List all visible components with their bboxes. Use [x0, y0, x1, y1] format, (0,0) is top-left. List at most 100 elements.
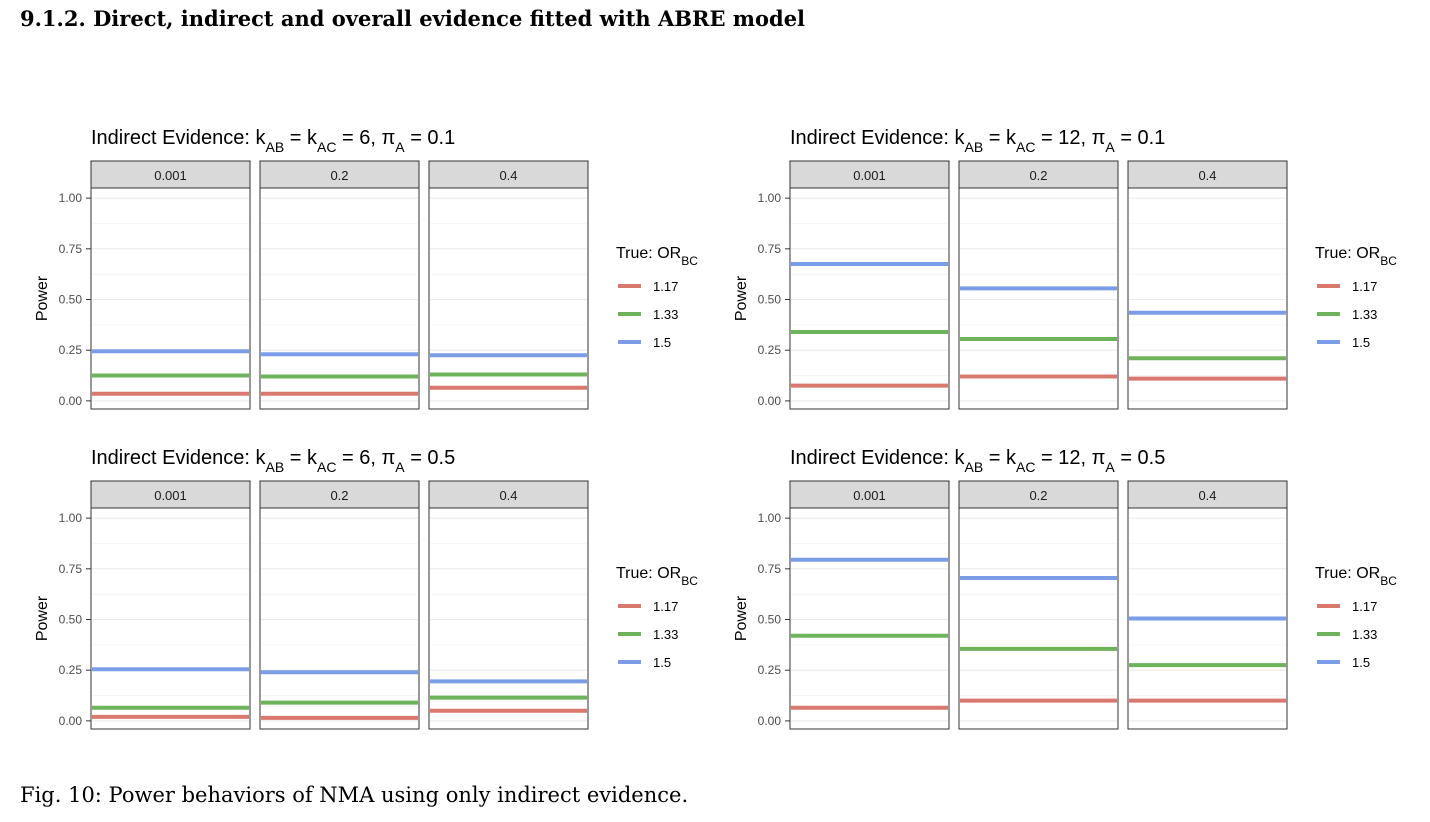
- y-axis-label: Power: [34, 595, 51, 641]
- facet-1: 0.001: [789, 480, 950, 730]
- facet-strip-label: 0.2: [1029, 488, 1047, 503]
- facet-strip: [90, 160, 251, 189]
- facet-strip: [1127, 160, 1288, 189]
- panel-title: Indirect Evidence: kAB = kAC = 6, πA = 0…: [91, 447, 455, 475]
- legend-label: 1.33: [1352, 627, 1377, 642]
- y-tick-label: 0.00: [59, 714, 83, 728]
- facet-2: 0.2: [259, 160, 420, 410]
- facet-border: [259, 507, 420, 730]
- facet-plot-area: [789, 187, 950, 410]
- legend-label: 1.5: [1352, 655, 1370, 670]
- y-tick-label: 1.00: [59, 511, 83, 525]
- facet-strip-label: 0.4: [1198, 488, 1216, 503]
- facet-strip: [259, 160, 420, 189]
- facet-strip-label: 0.4: [1198, 168, 1216, 183]
- facet-border: [789, 507, 950, 730]
- legend-label: 1.33: [653, 627, 678, 642]
- facet-strip-label: 0.001: [154, 488, 187, 503]
- panel-title: Indirect Evidence: kAB = kAC = 12, πA = …: [790, 447, 1165, 475]
- facet-strip: [428, 480, 589, 509]
- facet-2: 0.2: [958, 160, 1119, 410]
- facet-border: [428, 187, 589, 410]
- facet-plot-area: [1127, 187, 1288, 410]
- y-tick-label: 0.25: [758, 343, 782, 357]
- y-tick-label: 1.00: [59, 191, 83, 205]
- facet-strip: [90, 480, 251, 509]
- facet-border: [90, 507, 251, 730]
- facet-strip-label: 0.001: [154, 168, 187, 183]
- facet-strip-label: 0.2: [330, 168, 348, 183]
- facet-1: 0.001: [789, 160, 950, 410]
- y-tick-label: 0.25: [59, 343, 83, 357]
- legend: True: ORBC 1.17 1.33 1.5: [616, 565, 698, 670]
- facet-strip-label: 0.2: [1029, 168, 1047, 183]
- figure-caption: Fig. 10: Power behaviors of NMA using on…: [20, 783, 689, 807]
- facet-strip-label: 0.4: [499, 168, 517, 183]
- section-heading: 9.1.2. Direct, indirect and overall evid…: [20, 6, 806, 31]
- legend-label: 1.17: [1352, 599, 1377, 614]
- chart-panel-1: Indirect Evidence: kAB = kAC = 6, πA = 0…: [34, 127, 698, 410]
- legend-title: True: ORBC: [1315, 245, 1397, 268]
- facet-1: 0.001: [90, 480, 251, 730]
- y-tick-label: 0.00: [758, 394, 782, 408]
- y-axis-label: Power: [733, 275, 750, 321]
- facet-1: 0.001: [90, 160, 251, 410]
- legend-label: 1.17: [653, 279, 678, 294]
- facet-strip-label: 0.001: [853, 488, 886, 503]
- legend-label: 1.33: [1352, 307, 1377, 322]
- facet-2: 0.2: [958, 480, 1119, 730]
- y-tick-label: 0.75: [758, 242, 782, 256]
- legend-label: 1.5: [1352, 335, 1370, 350]
- legend-label: 1.17: [653, 599, 678, 614]
- y-tick-label: 0.50: [59, 293, 83, 307]
- chart-panel-2: Indirect Evidence: kAB = kAC = 12, πA = …: [733, 127, 1397, 410]
- facet-strip-label: 0.001: [853, 168, 886, 183]
- y-tick-label: 1.00: [758, 191, 782, 205]
- facet-border: [958, 187, 1119, 410]
- facet-border: [789, 187, 950, 410]
- y-axis-label: Power: [733, 595, 750, 641]
- y-tick-label: 0.00: [59, 394, 83, 408]
- facet-plot-area: [789, 507, 950, 730]
- facet-strip: [1127, 480, 1288, 509]
- y-tick-label: 0.25: [758, 663, 782, 677]
- facet-border: [1127, 187, 1288, 410]
- y-axis-label: Power: [34, 275, 51, 321]
- legend-label: 1.17: [1352, 279, 1377, 294]
- facet-strip: [789, 160, 950, 189]
- y-tick-label: 0.75: [59, 242, 83, 256]
- y-tick-label: 0.00: [758, 714, 782, 728]
- facet-border: [958, 507, 1119, 730]
- legend: True: ORBC 1.17 1.33 1.5: [1315, 565, 1397, 670]
- y-tick-label: 0.25: [59, 663, 83, 677]
- facet-strip-label: 0.2: [330, 488, 348, 503]
- legend-title: True: ORBC: [616, 245, 698, 268]
- y-tick-label: 1.00: [758, 511, 782, 525]
- legend-title: True: ORBC: [1315, 565, 1397, 588]
- y-tick-label: 0.75: [758, 562, 782, 576]
- facet-plot-area: [428, 507, 589, 730]
- facet-3: 0.4: [428, 160, 589, 410]
- y-tick-label: 0.50: [758, 613, 782, 627]
- legend-label: 1.33: [653, 307, 678, 322]
- legend-title: True: ORBC: [616, 565, 698, 588]
- legend: True: ORBC 1.17 1.33 1.5: [1315, 245, 1397, 350]
- facet-strip-label: 0.4: [499, 488, 517, 503]
- facet-3: 0.4: [1127, 160, 1288, 410]
- legend-label: 1.5: [653, 655, 671, 670]
- facet-2: 0.2: [259, 480, 420, 730]
- legend-label: 1.5: [653, 335, 671, 350]
- facet-border: [259, 187, 420, 410]
- facet-3: 0.4: [1127, 480, 1288, 730]
- facet-border: [90, 187, 251, 410]
- chart-panel-3: Indirect Evidence: kAB = kAC = 6, πA = 0…: [34, 447, 698, 730]
- facet-plot-area: [958, 187, 1119, 410]
- facet-3: 0.4: [428, 480, 589, 730]
- facet-border: [428, 507, 589, 730]
- facet-border: [1127, 507, 1288, 730]
- y-tick-label: 0.75: [59, 562, 83, 576]
- panel-title: Indirect Evidence: kAB = kAC = 12, πA = …: [790, 127, 1165, 155]
- y-tick-label: 0.50: [758, 293, 782, 307]
- y-tick-label: 0.50: [59, 613, 83, 627]
